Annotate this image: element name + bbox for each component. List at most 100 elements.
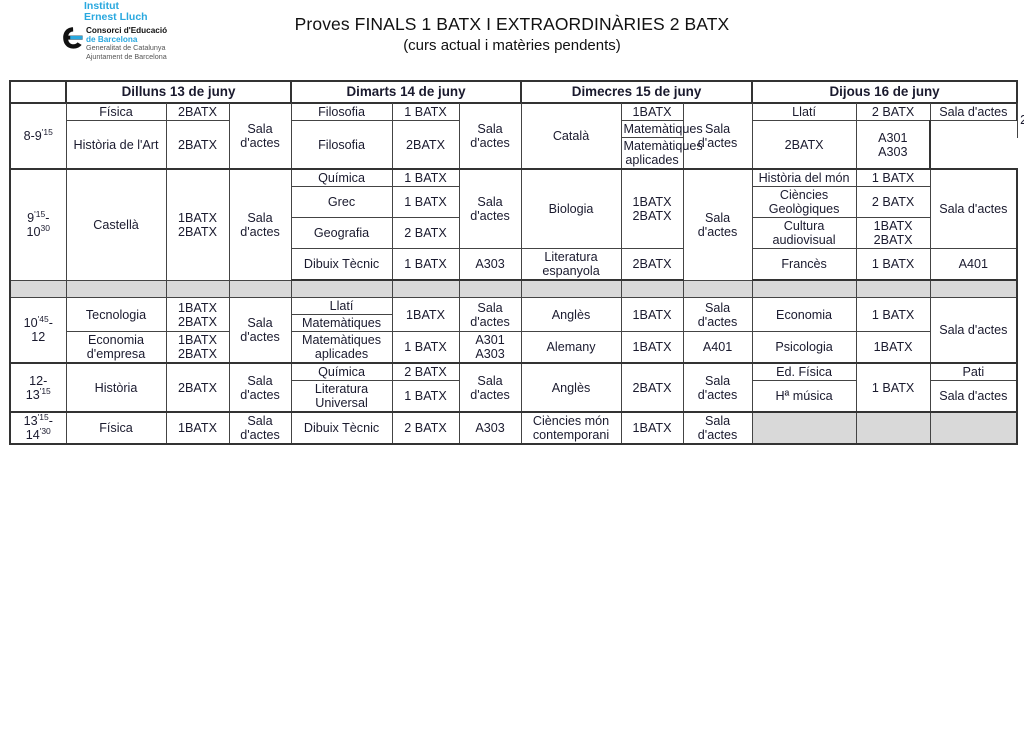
cell-wed-b3-subject2: Alemany: [520, 331, 622, 364]
table-row: Grec 1 BATX Ciències Geològiques 2 BATX: [10, 186, 1017, 218]
table-row: 12- 13'15 Història 2BATX Sala d'actes Qu…: [9, 362, 1019, 413]
day-header-wednesday: Dimecres 15 de juny: [520, 80, 754, 104]
cell-tue-b1-subject1: Filosofia: [290, 102, 393, 121]
break-row: [9, 279, 1019, 298]
cell-tue-b3-class1: 1BATX: [391, 297, 460, 332]
cell-thu-b2-subject4: Francès: [751, 248, 857, 281]
break-cell: [751, 279, 857, 298]
page-header: Institut Ernest Lluch Consorci d'Educaci…: [0, 0, 1024, 72]
cell-thu-b1-room2: A301 A303: [855, 120, 932, 170]
cell-mon-b3-subject2: Economia d'empresa: [65, 331, 167, 364]
cell-tue-b2-class3: 2 BATX: [391, 217, 460, 249]
cell-mon-b1-subject1: Física: [65, 102, 167, 121]
cell-mon-b3-room: Sala d'actes: [228, 297, 292, 364]
cell-thu-b2-subject2: Ciències Geològiques: [751, 186, 857, 218]
cell-thu-b4-class: 1 BATX: [855, 362, 931, 413]
cell-mon-b1-class2: 2BATX: [165, 120, 230, 170]
cell-tue-b5-room: A303: [458, 411, 522, 445]
title-sub: (curs actual i matèries pendents): [403, 37, 621, 54]
table-row: Dibuix Tècnic 1 BATX A303 Literatura esp…: [10, 248, 1019, 281]
break-cell: [65, 279, 167, 298]
cell-thu-b1-class1: 2 BATX: [855, 102, 931, 121]
cell-mon-b2-room: Sala d'actes: [228, 168, 292, 281]
cell-tue-b2-subject3: Geografia: [290, 217, 393, 249]
cell-wed-b2-subject1: Biologia: [520, 168, 622, 249]
time-label-block2: 9'15- 1030: [9, 168, 67, 281]
table-row: Matemàtiques: [10, 314, 1017, 332]
day-header-monday: Dilluns 13 de juny: [64, 80, 293, 104]
cell-mon-b2-subject: Castellà: [65, 168, 167, 281]
cell-wed-b2-room: Sala d'actes: [682, 168, 753, 281]
cell-thu-b4-room2: Sala d'actes: [929, 380, 1019, 413]
break-cell: [520, 279, 622, 298]
cell-tue-b3-room1: Sala d'actes: [458, 297, 522, 332]
exam-schedule-table: Dilluns 13 de juny Dimarts 14 de juny Di…: [9, 80, 1024, 445]
time-label-block4: 12- 13'15: [9, 362, 67, 413]
cell-thu-b3-class1: 1 BATX: [855, 297, 931, 332]
time-label-block5: 13'15- 14'30: [9, 411, 67, 445]
cell-thu-b2-class3: 1BATX 2BATX: [855, 217, 931, 249]
cell-wed-b3-class2: 1BATX: [620, 331, 684, 364]
cell-mon-b5-subject: Física: [65, 411, 167, 445]
cell-thu-b4-room1: Pati: [929, 362, 1019, 381]
cell-thu-b2-class2: 2 BATX: [855, 186, 931, 218]
cell-tue-b4-class1: 2 BATX: [391, 362, 460, 381]
cell-tue-b1-class2: 2BATX: [391, 120, 460, 170]
school-name: Institut Ernest Lluch: [84, 1, 148, 23]
cell-thu-b3-room: Sala d'actes: [929, 297, 1019, 364]
cell-tue-b3-room2: A301 A303: [458, 331, 522, 364]
cell-tue-b4-room: Sala d'actes: [458, 362, 522, 413]
cell-tue-b4-subject1: Química: [290, 362, 393, 381]
consortium-line2: de Barcelona: [86, 34, 138, 44]
cell-tue-b2-class1: 1 BATX: [391, 168, 460, 187]
cell-wed-b2-class2: 2BATX: [620, 248, 684, 281]
cell-mon-b5-class: 1BATX: [165, 411, 230, 445]
cell-thu-b2-class1: 1 BATX: [855, 168, 931, 187]
table-day-header-row: Dilluns 13 de juny Dimarts 14 de juny Di…: [9, 80, 1019, 104]
day-header-thursday: Dijous 16 de juny: [751, 80, 1019, 104]
cell-wed-b4-class: 2BATX: [620, 362, 684, 413]
cell-mon-b2-class: 1BATX 2BATX: [165, 168, 230, 281]
cell-thu-b2-room4: A401: [929, 248, 1019, 281]
cell-wed-b2-class1: 1BATX 2BATX: [620, 168, 684, 249]
title-main: Proves FINALS 1 BATX I EXTRAORDINÀRIES 2…: [294, 14, 730, 34]
cell-thu-b3-subject1: Economia: [751, 297, 857, 332]
cell-tue-b4-class2: 1 BATX: [391, 380, 460, 413]
cell-thu-b2-room: Sala d'actes: [929, 168, 1019, 249]
cell-tue-b4-subject2: Literatura Universal: [290, 380, 393, 413]
cell-mon-b3-class2: 1BATX 2BATX: [165, 331, 230, 364]
table-row: 13'15- 14'30 Física 1BATX Sala d'actes D…: [9, 411, 1019, 445]
cell-wed-b5-class: 1BATX: [620, 411, 684, 445]
cell-thu-b1-subject1: Llatí: [751, 102, 857, 121]
cell-wed-b4-room: Sala d'actes: [682, 362, 753, 413]
break-cell: [458, 279, 522, 298]
school-name-line2: Ernest Lluch: [84, 11, 148, 23]
cell-thu-b4-subject2: Hª música: [751, 380, 857, 413]
break-cell: [228, 279, 292, 298]
cell-thu-b1-subject2: Matemàtiques: [620, 120, 703, 138]
table-row: 10'45- 12 Tecnologia 1BATX 2BATX Sala d'…: [9, 297, 1019, 364]
cell-wed-b1-class1: 1BATX: [620, 102, 684, 121]
school-logo: Institut Ernest Lluch Consorci d'Educaci…: [62, 0, 222, 62]
consortium-line3: Generalitat de Catalunya: [86, 43, 166, 53]
cell-thu-b3-class2: 1BATX: [855, 331, 931, 364]
cell-thu-b1-subject3: Matemàtiques aplicades: [620, 137, 703, 170]
cell-mon-b5-room: Sala d'actes: [228, 411, 292, 445]
cell-mon-b1-room: Sala d'actes: [228, 102, 292, 170]
consortium-line1: Consorci d'Educació: [86, 26, 168, 35]
cell-thu-b2-class4: 1 BATX: [855, 248, 931, 281]
cell-wed-b3-room2: A401: [682, 331, 753, 364]
cell-wed-b3-room1: Sala d'actes: [682, 297, 753, 332]
cell-thu-b1-class3: 2BATX: [751, 120, 857, 170]
cell-tue-b2-room: Sala d'actes: [458, 168, 522, 249]
table-row: Història de l'Art 2BATX Filosofia 2BATX …: [10, 120, 1017, 170]
cell-tue-b2-subject2: Grec: [290, 186, 393, 218]
cell-thu-b5-class-empty: [855, 411, 931, 445]
cell-mon-b4-subject: Història: [65, 362, 167, 413]
cell-wed-b2-subject2: Literatura espanyola: [520, 248, 622, 281]
cell-tue-b2-room4: A303: [458, 248, 522, 281]
cell-tue-b2-subject1: Química: [290, 168, 393, 187]
cell-tue-b1-subject2: Filosofia: [290, 120, 393, 170]
break-cell: [290, 279, 393, 298]
